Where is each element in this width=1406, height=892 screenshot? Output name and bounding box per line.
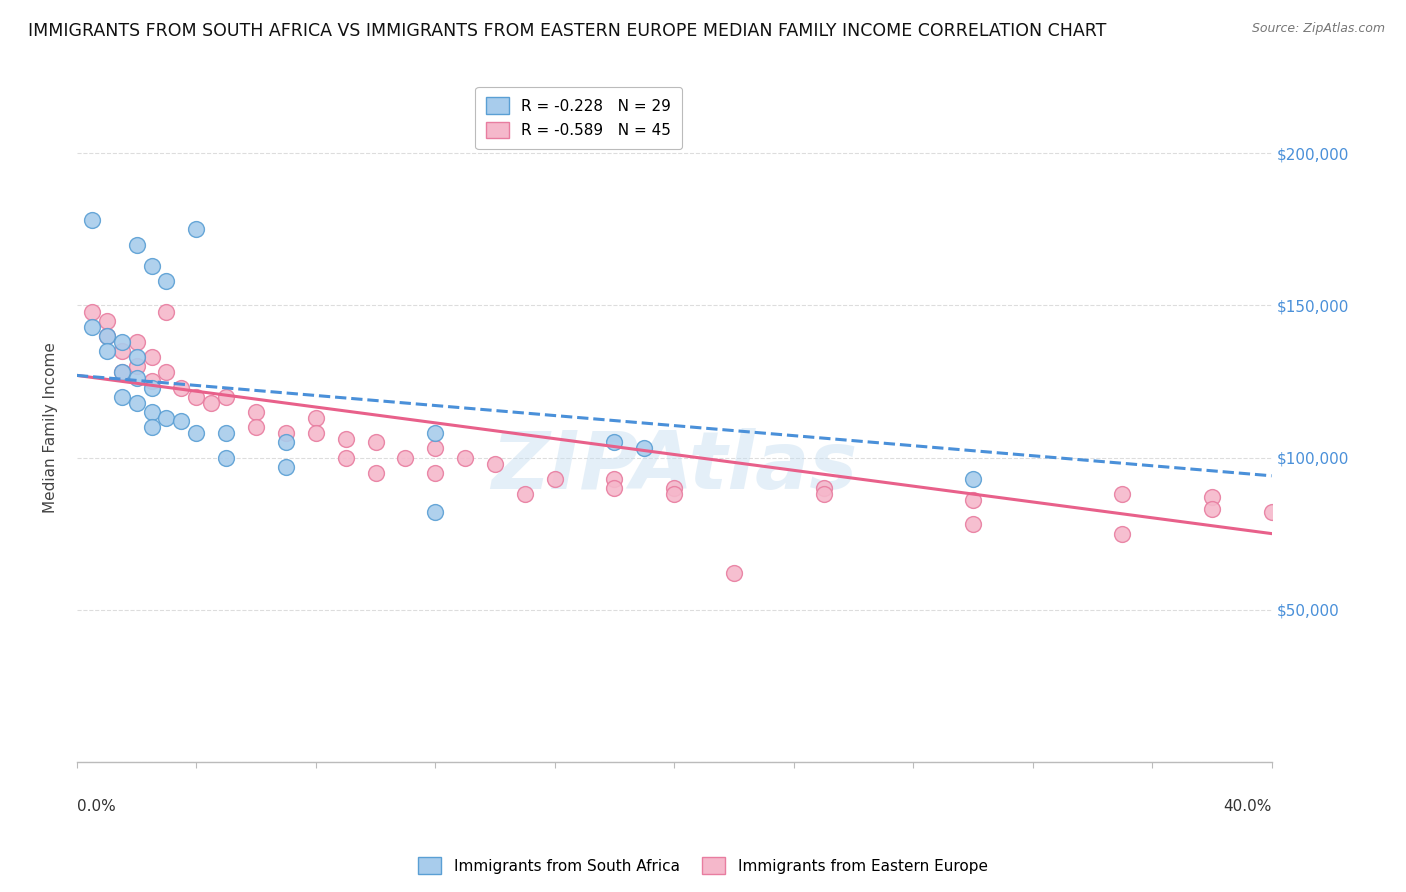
Point xyxy=(425,426,447,441)
Point xyxy=(425,442,447,456)
Point xyxy=(813,487,835,501)
Point xyxy=(603,472,626,486)
Point xyxy=(141,375,163,389)
Point xyxy=(394,450,416,465)
Point xyxy=(170,414,193,428)
Point xyxy=(141,380,163,394)
Text: Source: ZipAtlas.com: Source: ZipAtlas.com xyxy=(1251,22,1385,36)
Point xyxy=(245,420,267,434)
Point xyxy=(215,450,238,465)
Point xyxy=(125,334,148,349)
Point xyxy=(425,505,447,519)
Point xyxy=(723,566,745,581)
Legend: R = -0.228   N = 29, R = -0.589   N = 45: R = -0.228 N = 29, R = -0.589 N = 45 xyxy=(475,87,682,149)
Point xyxy=(215,390,238,404)
Point xyxy=(335,432,357,446)
Point xyxy=(111,390,134,404)
Point xyxy=(111,334,134,349)
Point xyxy=(141,420,163,434)
Point xyxy=(80,304,103,318)
Point xyxy=(364,466,387,480)
Point xyxy=(141,405,163,419)
Point xyxy=(305,426,328,441)
Point xyxy=(96,329,118,343)
Point xyxy=(274,426,297,441)
Point xyxy=(96,329,118,343)
Point xyxy=(80,319,103,334)
Point xyxy=(96,313,118,327)
Point xyxy=(274,459,297,474)
Text: ZIPAtlas: ZIPAtlas xyxy=(491,428,858,507)
Point xyxy=(111,344,134,359)
Point xyxy=(633,442,655,456)
Point xyxy=(125,371,148,385)
Point xyxy=(155,304,177,318)
Text: IMMIGRANTS FROM SOUTH AFRICA VS IMMIGRANTS FROM EASTERN EUROPE MEDIAN FAMILY INC: IMMIGRANTS FROM SOUTH AFRICA VS IMMIGRAN… xyxy=(28,22,1107,40)
Point xyxy=(603,435,626,450)
Text: 0.0%: 0.0% xyxy=(77,798,115,814)
Point xyxy=(305,411,328,425)
Text: 40.0%: 40.0% xyxy=(1223,798,1271,814)
Point xyxy=(125,359,148,374)
Point xyxy=(170,380,193,394)
Point xyxy=(962,517,984,532)
Point xyxy=(1201,502,1223,516)
Point xyxy=(813,481,835,495)
Point xyxy=(186,390,208,404)
Point xyxy=(1260,505,1282,519)
Point xyxy=(125,396,148,410)
Y-axis label: Median Family Income: Median Family Income xyxy=(44,342,58,513)
Point xyxy=(155,365,177,379)
Point xyxy=(186,222,208,236)
Point xyxy=(155,411,177,425)
Point xyxy=(1111,526,1133,541)
Point xyxy=(80,213,103,227)
Point xyxy=(186,426,208,441)
Point xyxy=(544,472,567,486)
Point xyxy=(274,435,297,450)
Point xyxy=(425,466,447,480)
Point xyxy=(125,237,148,252)
Point xyxy=(664,487,686,501)
Point xyxy=(245,405,267,419)
Point xyxy=(141,350,163,364)
Point xyxy=(962,472,984,486)
Point xyxy=(335,450,357,465)
Point xyxy=(111,365,134,379)
Point xyxy=(215,426,238,441)
Point xyxy=(155,274,177,288)
Point xyxy=(484,457,506,471)
Point xyxy=(603,481,626,495)
Legend: Immigrants from South Africa, Immigrants from Eastern Europe: Immigrants from South Africa, Immigrants… xyxy=(412,851,994,880)
Point xyxy=(962,493,984,508)
Point xyxy=(454,450,477,465)
Point xyxy=(664,481,686,495)
Point xyxy=(111,365,134,379)
Point xyxy=(125,350,148,364)
Point xyxy=(141,259,163,273)
Point xyxy=(1111,487,1133,501)
Point xyxy=(200,396,222,410)
Point xyxy=(364,435,387,450)
Point xyxy=(96,344,118,359)
Point xyxy=(513,487,536,501)
Point xyxy=(1201,490,1223,504)
